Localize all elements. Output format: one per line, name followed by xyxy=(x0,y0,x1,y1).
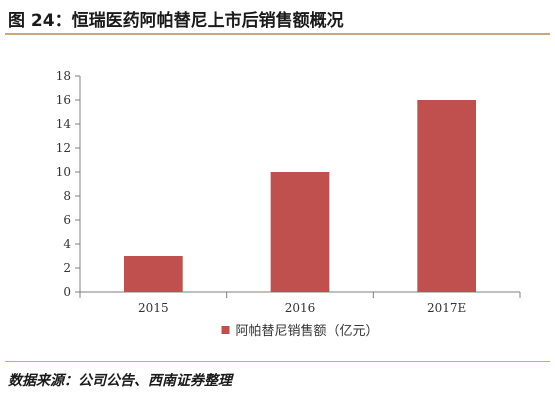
y-tick-label: 14 xyxy=(56,117,72,131)
x-tick-label: 2015 xyxy=(138,301,169,315)
legend: 阿帕替尼销售额（亿元） xyxy=(221,323,379,339)
x-tick-label: 2017E xyxy=(427,301,466,315)
y-tick-label: 4 xyxy=(63,237,71,251)
y-axis: 0 2 4 6 8 10 12 14 16 18 xyxy=(56,69,81,299)
y-tick-label: 18 xyxy=(56,69,71,83)
y-tick-label: 6 xyxy=(63,213,71,227)
bar-2016 xyxy=(270,172,330,292)
figure-title: 图 24：恒瑞医药阿帕替尼上市后销售额概况 xyxy=(8,11,344,31)
y-tick-label: 2 xyxy=(63,261,71,275)
y-tick-label: 8 xyxy=(63,189,71,203)
x-axis: 2015 2016 2017E xyxy=(79,291,521,315)
bar-2015 xyxy=(124,256,183,292)
bar-2017E xyxy=(417,100,476,292)
y-tick-label: 16 xyxy=(56,93,71,107)
source-rule xyxy=(5,361,550,362)
legend-label: 阿帕替尼销售额（亿元） xyxy=(235,323,378,339)
source-note: 数据来源：公司公告、西南证券整理 xyxy=(8,373,232,389)
y-tick-label: 12 xyxy=(56,141,71,155)
x-tick-label: 2016 xyxy=(285,301,316,315)
title-rule xyxy=(5,33,550,35)
bars xyxy=(124,100,476,292)
y-tick-label: 0 xyxy=(63,285,71,299)
bar-chart: 0 2 4 6 8 10 12 14 16 18 2015 2016 2017E 阿帕替尼销售额（亿元… xyxy=(56,69,521,339)
legend-swatch xyxy=(221,326,230,334)
y-tick-label: 10 xyxy=(56,165,71,179)
